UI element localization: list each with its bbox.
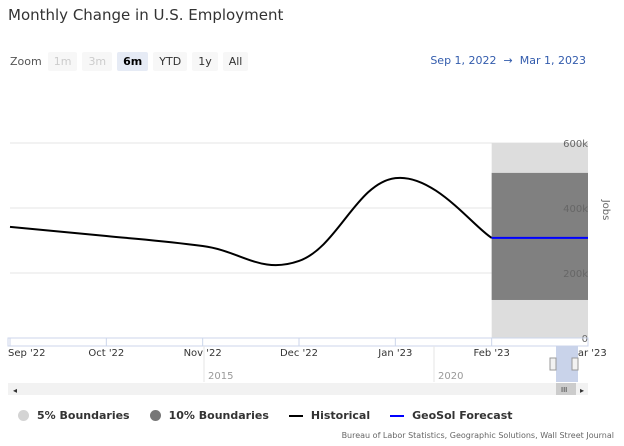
legend-forecast[interactable]: GeoSol Forecast [390, 409, 513, 422]
scrollbar-grip-icon: III [561, 386, 567, 394]
range-arrow: → [503, 54, 513, 67]
y-tick-label: 600k [563, 139, 588, 150]
legend-label: Historical [310, 409, 371, 422]
zoom-button-3m: 3m [82, 52, 113, 71]
y-axis-title: Jobs [600, 199, 611, 221]
x-tick-label: Jan '23 [377, 348, 412, 359]
zoom-controls: Zoom 1m 3m 6m YTD 1y All [10, 52, 253, 71]
x-tick-label: Mar '23 [569, 348, 607, 359]
legend-5pct[interactable]: 5% Boundaries [18, 409, 130, 422]
zoom-button-ytd[interactable]: YTD [153, 52, 188, 71]
x-tick-label: Nov '22 [184, 348, 222, 359]
y-tick-label: 200k [563, 269, 588, 280]
scroll-right-icon[interactable]: ▸ [580, 386, 584, 395]
navigator-label: 2015 [208, 371, 233, 382]
x-tick-label: Sep '22 [8, 348, 46, 359]
chart-svg: 0 200k 400k 600k Jobs Sep '22 Oct '22 Nov '22 De… [7, 139, 611, 395]
legend-historical[interactable]: Historical [288, 409, 371, 422]
zoom-button-1m: 1m [47, 52, 78, 71]
navigator-label: 2020 [438, 371, 463, 382]
x-tick-label: Oct '22 [88, 348, 124, 359]
band-10-boundaries [491, 172, 588, 300]
line-icon [288, 414, 303, 417]
circle-icon [149, 410, 161, 421]
zoom-button-all[interactable]: All [222, 52, 249, 71]
circle-icon [18, 410, 29, 421]
line-icon [390, 414, 405, 417]
range-to[interactable]: Mar 1, 2023 [519, 54, 586, 67]
navigator-selection [556, 346, 578, 382]
zoom-button-6m[interactable]: 6m [117, 52, 149, 71]
legend-10pct[interactable]: 10% Boundaries [149, 409, 269, 422]
y-tick-label: 400k [563, 204, 588, 215]
legend-label: 5% Boundaries [37, 409, 130, 422]
legend-label: 10% Boundaries [168, 409, 269, 422]
x-tick-label: Dec '22 [280, 348, 318, 359]
scrollbar-thumb[interactable] [556, 383, 576, 395]
zoom-button-1y[interactable]: 1y [192, 52, 218, 71]
navigator-outline [7, 337, 589, 347]
range-from[interactable]: Sep 1, 2022 [430, 54, 497, 67]
credits[interactable]: Bureau of Labor Statistics, Geographic S… [341, 431, 614, 440]
y-tick-label: 0 [582, 334, 588, 345]
zoom-label: Zoom [10, 55, 42, 68]
chart-title: Monthly Change in U.S. Employment [8, 6, 284, 24]
series-historical [9, 177, 493, 267]
x-tick-label: Feb '23 [473, 348, 509, 359]
scroll-left-icon[interactable]: ◂ [13, 386, 17, 395]
scrollbar-track[interactable] [8, 383, 588, 395]
date-range[interactable]: Sep 1, 2022 → Mar 1, 2023 [430, 54, 586, 67]
navigator-handle[interactable] [549, 357, 557, 371]
legend-label: GeoSol Forecast [412, 409, 513, 422]
navigator-handle[interactable] [571, 357, 579, 371]
legend: 5% Boundaries 10% Boundaries Historical … [18, 409, 533, 422]
